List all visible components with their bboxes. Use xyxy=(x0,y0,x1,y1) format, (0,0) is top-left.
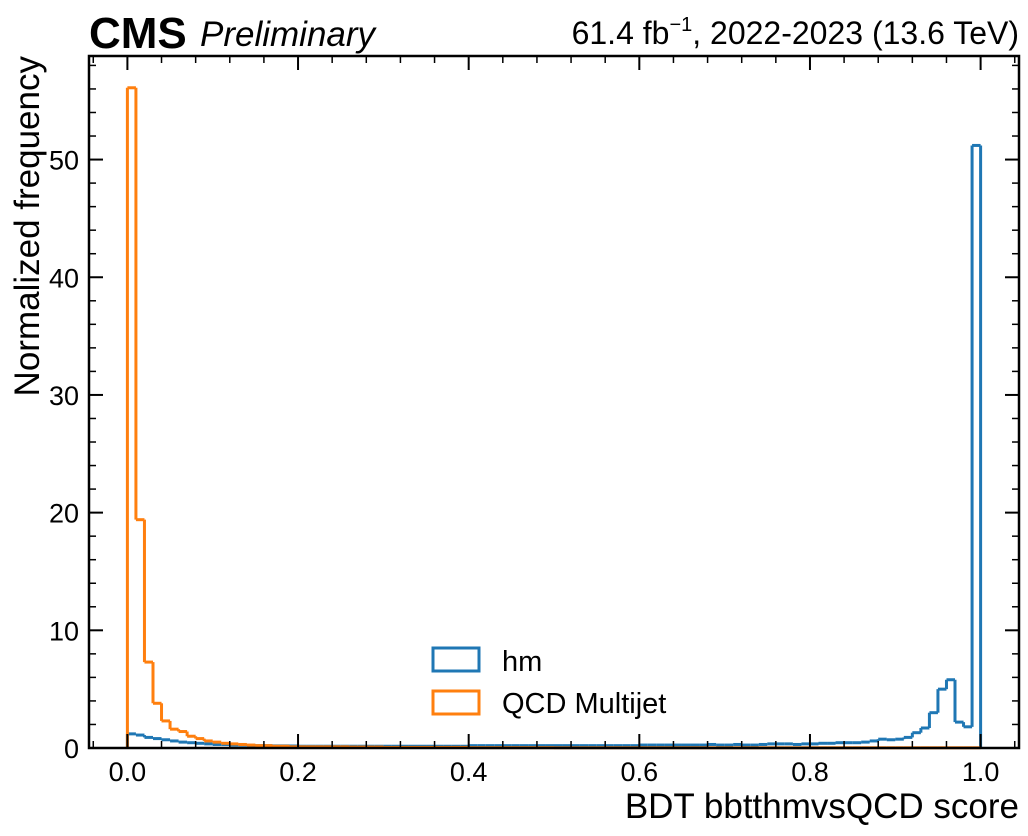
x-tick-label: 0.2 xyxy=(279,757,317,787)
y-tick-label: 40 xyxy=(49,263,79,293)
luminosity-label: 61.4 fb−1, 2022-2023 (13.6 TeV) xyxy=(572,14,1019,51)
x-tick-label: 0.4 xyxy=(450,757,488,787)
y-tick-label: 10 xyxy=(49,616,79,646)
y-axis-label: Normalized frequency xyxy=(8,56,47,397)
x-tick-label: 0.0 xyxy=(109,757,147,787)
preliminary-label: Preliminary xyxy=(200,15,378,54)
x-axis-label: BDT bbtthmvsQCD score xyxy=(625,787,1019,826)
lumi-suffix: , 2022-2023 (13.6 TeV) xyxy=(692,15,1019,51)
series-qcd-multijet xyxy=(125,86,983,750)
legend-label-hm: hm xyxy=(502,646,542,678)
y-tick-label: 0 xyxy=(64,734,79,764)
lumi-value: 61.4 fb xyxy=(572,15,670,51)
series-layer xyxy=(125,86,983,750)
x-tick-label: 1.0 xyxy=(962,757,1000,787)
x-tick-label: 0.8 xyxy=(791,757,829,787)
plot-frame xyxy=(87,54,1021,750)
x-tick-label: 0.6 xyxy=(621,757,659,787)
y-tick-label: 30 xyxy=(49,381,79,411)
y-tick-label: 50 xyxy=(49,146,79,176)
cms-label: CMS xyxy=(89,9,187,58)
legend-swatch-hm xyxy=(431,646,481,673)
tick-layer: 0.0 0.2 0.4 0.6 0.8 1.0 0 10 20 30 40 50 xyxy=(49,56,1019,787)
legend: hm QCD Multijet xyxy=(431,646,666,720)
legend-swatch-qcd-multijet xyxy=(431,689,481,716)
y-tick-label: 20 xyxy=(49,499,79,529)
legend-label-qcd-multijet: QCD Multijet xyxy=(502,688,666,720)
series-hm xyxy=(125,143,983,748)
lumi-exponent: −1 xyxy=(669,14,692,36)
